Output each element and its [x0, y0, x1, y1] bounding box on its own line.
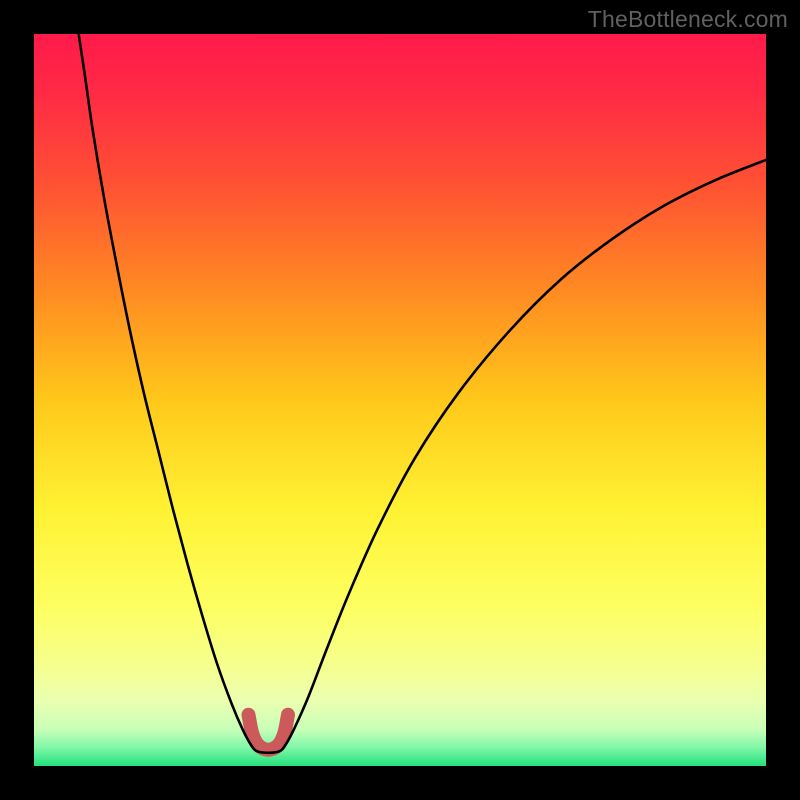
curve-layer	[0, 0, 800, 800]
bottleneck-curve	[79, 34, 766, 753]
watermark-text: TheBottleneck.com	[588, 6, 788, 33]
optimal-zone-marker	[248, 715, 288, 750]
chart-frame: TheBottleneck.com	[0, 0, 800, 800]
